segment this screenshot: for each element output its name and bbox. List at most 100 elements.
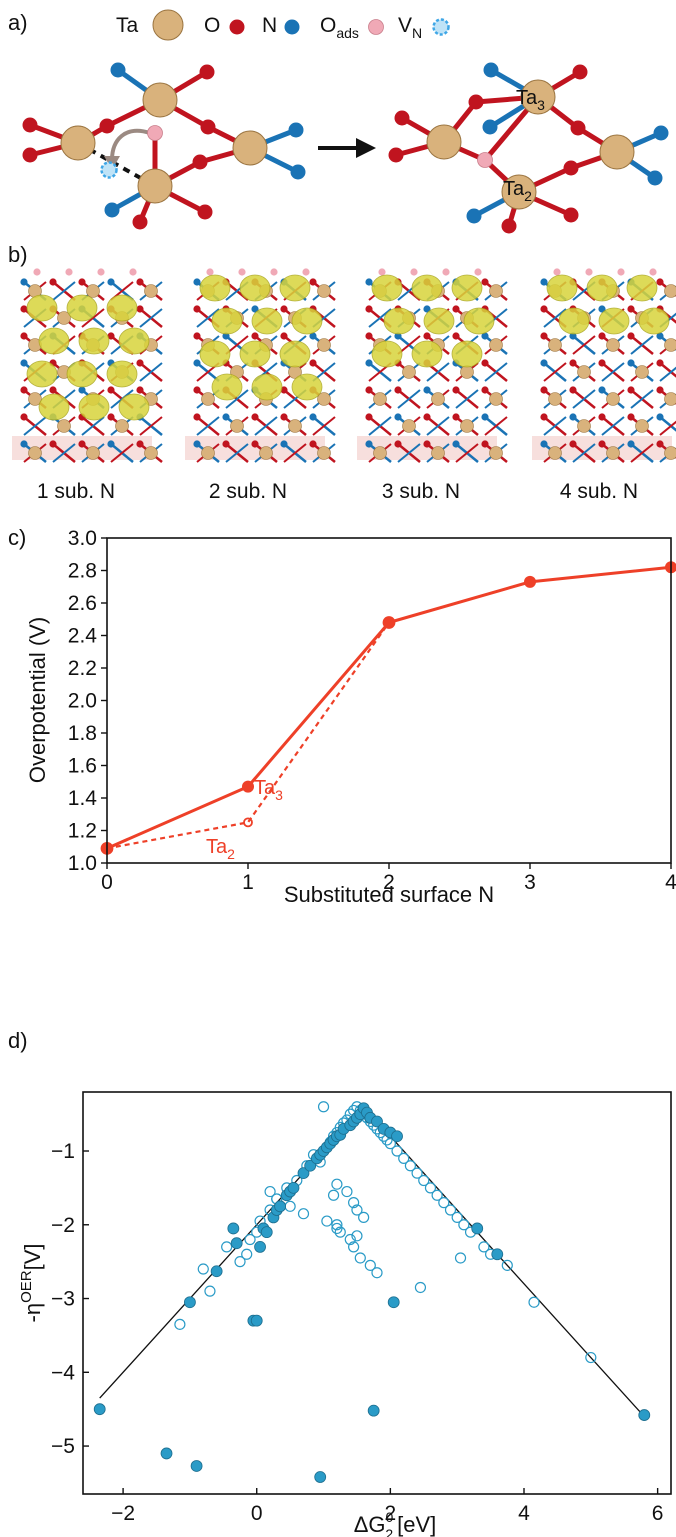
filled-point — [287, 1181, 300, 1194]
filled-point — [210, 1265, 223, 1278]
panel-d-ytick-label: −5 — [51, 1435, 75, 1458]
ta3-label: Ta3 — [516, 87, 545, 113]
legend-ta-atom — [152, 9, 184, 41]
panel-c: c) 1.01.21.41.61.82.02.22.42.62.83.00 1 2 3… — [8, 525, 676, 907]
caption-1-sub-n: 1 sub. N — [37, 480, 115, 503]
open-point — [348, 1197, 360, 1209]
ta3-annotation-main: Ta — [254, 777, 276, 799]
open-point — [414, 1281, 427, 1294]
legend-oads-main: O — [320, 14, 336, 37]
panel-c-xtick-label: 3 — [524, 871, 536, 894]
open-point — [284, 1200, 296, 1212]
legend-o-atom — [229, 19, 245, 35]
open-point — [424, 1182, 437, 1194]
panel-d-ylabel-unit: [V] — [20, 1244, 45, 1271]
legend-ta-label: Ta — [116, 14, 139, 37]
panel-c-xtick-label: 4 — [665, 871, 676, 894]
open-point — [404, 1160, 417, 1172]
legend-oads-sub: ads — [336, 25, 359, 41]
filled-point — [260, 1226, 273, 1239]
panel-d-xtick-label: 0 — [251, 1502, 263, 1525]
caption-4-sub-n: 4 sub. N — [560, 480, 638, 503]
filled-point — [387, 1296, 400, 1309]
panel-d-ylabel-main: -η — [20, 1303, 45, 1323]
panel-a: a) Ta O N Oads VN — [8, 9, 669, 234]
caption-2-sub-n: 2 sub. N — [209, 480, 287, 503]
filled-point — [367, 1404, 380, 1417]
open-point — [264, 1185, 276, 1198]
volcano-line — [99, 1105, 645, 1417]
panel-c-xtick-label: 1 — [242, 871, 254, 894]
ta2-label-main: Ta — [503, 178, 525, 200]
filled-point — [227, 1222, 240, 1235]
panel-d-xtick-label: 6 — [652, 1502, 664, 1525]
open-point — [528, 1296, 540, 1308]
open-point — [174, 1318, 186, 1330]
open-point — [244, 1233, 256, 1246]
series-line-ta2 — [106, 565, 672, 850]
reaction-arrow — [318, 138, 376, 158]
panel-c-xtick-label: 0 — [101, 871, 113, 894]
legend-oads-label: Oads — [320, 14, 359, 41]
open-point — [585, 1351, 597, 1364]
legend-vn-sub: N — [412, 25, 422, 41]
filled-point — [491, 1248, 504, 1261]
open-point — [321, 1215, 333, 1227]
filled-point — [314, 1471, 327, 1483]
legend-vn-vacancy — [432, 18, 450, 36]
panel-c-ytick-label: 3.0 — [68, 527, 97, 550]
legend-vn-label: VN — [398, 14, 422, 41]
slab-2 — [185, 268, 336, 463]
open-point — [384, 1138, 396, 1150]
panel-d-xlabel: ΔG0 2 [eV] — [354, 1509, 437, 1537]
point-ta3 — [243, 817, 253, 828]
panel-c-ytick-label: 2.4 — [68, 625, 98, 648]
panel-c-ytick-label: 2.6 — [68, 592, 97, 615]
panel-c-ylabel: Overpotential (V) — [25, 617, 50, 783]
open-point — [478, 1241, 490, 1253]
panel-d-xlabel-unit: [eV] — [397, 1512, 436, 1537]
structure-before — [22, 62, 306, 230]
legend-vn-main: V — [398, 14, 412, 37]
panel-d-ytick-label: −1 — [51, 1140, 75, 1163]
open-point — [331, 1219, 343, 1231]
open-point — [458, 1219, 470, 1231]
ta2-label: Ta2 — [503, 178, 532, 204]
slab-1 — [12, 268, 163, 463]
panel-d-ylabel-sup: OER — [18, 1270, 35, 1303]
panel-c-axes-frame — [106, 537, 672, 864]
panel-d-plot: −1−2−3−4−5−2 0 2 4 6 — [51, 1101, 664, 1525]
open-point — [331, 1178, 343, 1190]
filled-point — [93, 1403, 106, 1416]
panel-c-ytick-label: 1.4 — [68, 787, 98, 810]
panel-d-xlabel-main: ΔG — [354, 1512, 386, 1537]
open-point — [431, 1189, 443, 1201]
ta2-annotation: Ta2 — [206, 836, 235, 862]
structure-after: Ta3 Ta2 — [388, 62, 669, 234]
panel-c-label: c) — [8, 525, 26, 550]
filled-point — [274, 1200, 287, 1213]
panel-c-ytick-label: 1.2 — [68, 820, 97, 843]
filled-point — [184, 1296, 196, 1309]
panel-d-label: d) — [8, 1028, 28, 1053]
series-line-ta3 — [106, 621, 390, 850]
filled-point — [638, 1409, 651, 1421]
filled-point — [304, 1159, 317, 1172]
ta3-annotation: Ta3 — [254, 777, 283, 803]
panel-c-ytick-label: 1.6 — [68, 755, 97, 778]
open-point — [331, 1222, 343, 1235]
panel-d-ylabel: -ηOER[V] — [18, 1244, 45, 1323]
panel-d-xtick-label: 4 — [518, 1502, 530, 1525]
legend-o-label: O — [204, 14, 220, 37]
open-point — [438, 1197, 450, 1209]
ta3-label-sub: 3 — [537, 97, 545, 113]
open-point — [351, 1230, 363, 1242]
open-point — [297, 1208, 310, 1220]
open-point — [344, 1233, 356, 1246]
caption-3-sub-n: 3 sub. N — [382, 480, 460, 503]
panel-d-xtick-label: −2 — [111, 1502, 135, 1525]
panel-d-xlabel-sup: 0 — [386, 1509, 394, 1525]
filled-point — [250, 1314, 263, 1327]
charge-density-slabs — [12, 268, 676, 463]
legend-n-atom — [284, 19, 300, 35]
